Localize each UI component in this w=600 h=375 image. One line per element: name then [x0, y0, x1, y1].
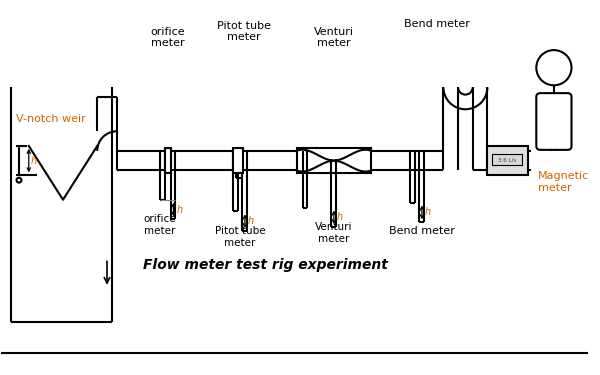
Text: orifice
meter: orifice meter — [143, 214, 176, 236]
Text: Bend meter: Bend meter — [404, 19, 469, 29]
Bar — [487, 146, 529, 175]
Text: h: h — [176, 204, 182, 214]
Text: h: h — [248, 216, 254, 226]
Bar — [164, 148, 170, 173]
FancyBboxPatch shape — [536, 93, 572, 150]
Text: Venturi
meter: Venturi meter — [315, 222, 353, 244]
Circle shape — [17, 178, 22, 183]
Text: Magnetic
meter: Magnetic meter — [538, 171, 590, 193]
Text: orifice
meter: orifice meter — [151, 27, 185, 48]
Text: Pitot tube
meter: Pitot tube meter — [215, 226, 265, 248]
Text: Flow meter test rig experiment: Flow meter test rig experiment — [143, 258, 388, 272]
Text: Pitot tube
meter: Pitot tube meter — [217, 21, 271, 42]
Text: Venturi
meter: Venturi meter — [314, 27, 354, 48]
Text: h: h — [337, 212, 343, 222]
Text: h: h — [425, 207, 431, 218]
Circle shape — [536, 50, 572, 85]
Bar — [297, 148, 371, 173]
Bar — [492, 154, 521, 165]
Text: h: h — [31, 156, 37, 166]
Text: Bend meter: Bend meter — [389, 226, 455, 236]
Bar — [233, 148, 243, 173]
Text: V-notch weir: V-notch weir — [16, 114, 86, 123]
Text: 3.6 L/s: 3.6 L/s — [498, 157, 516, 162]
